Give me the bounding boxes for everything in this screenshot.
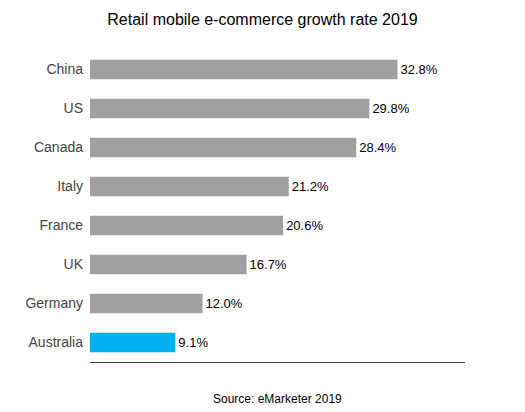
- svg-text:9.1%: 9.1%: [178, 335, 208, 350]
- svg-text:UK: UK: [64, 256, 84, 272]
- svg-text:32.8%: 32.8%: [401, 62, 438, 77]
- svg-text:Australia: Australia: [29, 334, 84, 350]
- svg-text:Retail mobile e-commerce growt: Retail mobile e-commerce growth rate 201…: [107, 11, 417, 28]
- svg-text:Italy: Italy: [57, 178, 83, 194]
- svg-text:Germany: Germany: [25, 295, 83, 311]
- svg-text:16.7%: 16.7%: [250, 257, 287, 272]
- svg-text:21.2%: 21.2%: [292, 179, 329, 194]
- svg-text:US: US: [64, 100, 83, 116]
- svg-text:12.0%: 12.0%: [206, 296, 243, 311]
- svg-text:Source: eMarketer 2019: Source: eMarketer 2019: [213, 392, 342, 406]
- svg-text:Canada: Canada: [34, 139, 83, 155]
- svg-text:France: France: [39, 217, 83, 233]
- svg-text:28.4%: 28.4%: [359, 140, 396, 155]
- svg-text:20.6%: 20.6%: [286, 218, 323, 233]
- svg-text:China: China: [46, 61, 83, 77]
- svg-text:29.8%: 29.8%: [372, 101, 409, 116]
